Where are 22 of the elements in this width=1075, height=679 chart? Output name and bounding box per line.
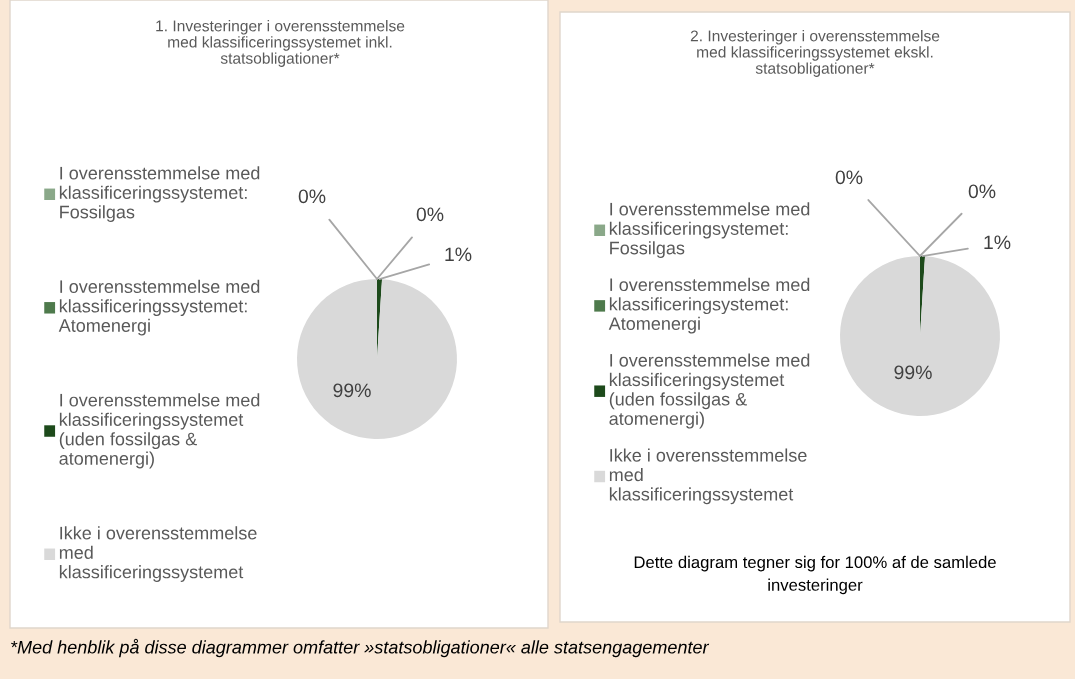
legend-label: Ikke i overensstemmelse med klassificeringssystemet [609,448,807,505]
text: 0% [968,184,996,199]
text: 0% [416,207,444,222]
legend-label: Ikke i overensstemmelse med klassificeringssystemet [59,526,257,582]
legend-label: I overensstemmelse med klassificeringssystemet: Atomenergi [58,279,260,336]
data-label: 1% [984,235,1011,250]
text: Dette diagram tegner sig for 100% af de samlede investeringer [634,555,996,595]
legend-label: I overensstemmelse med klassificeringssystemet (uden fossilgas & atomenergi) [59,393,260,469]
chart-title: 1. Investeringer i overensstemmelse med klassificeringssystemet inkl. statsobligationer* [156,20,405,67]
text: 0% [835,170,863,185]
legend-label: I overensstemmelse med klassificeringsystemet: Fossilgas [609,202,810,258]
legend-label: I overensstemmelse med klassificeringssystemet: Fossilgas [59,166,260,222]
legend-label: I overensstemmelse med klassificeringsystemet: Atomenergi [608,277,810,334]
data-label: 1% [445,247,472,262]
legend-label: I overensstemmelse med klassificeringsystemet (uden fossilgas & atomenergi) [609,353,810,429]
text: *Med henblik på disse diagrammer omfatter »statsobligationer« alle statsengagementer [11,638,710,658]
text: 0% [298,189,326,204]
data-label: 99% [894,365,932,380]
data-label: 99% [333,383,371,398]
pie-slice [297,279,457,439]
chart-title: 2. Investeringer i overensstemmelse med klassificeringssystemet ekskl. statsobligationer* [690,30,940,77]
pie-slice [840,256,1000,416]
